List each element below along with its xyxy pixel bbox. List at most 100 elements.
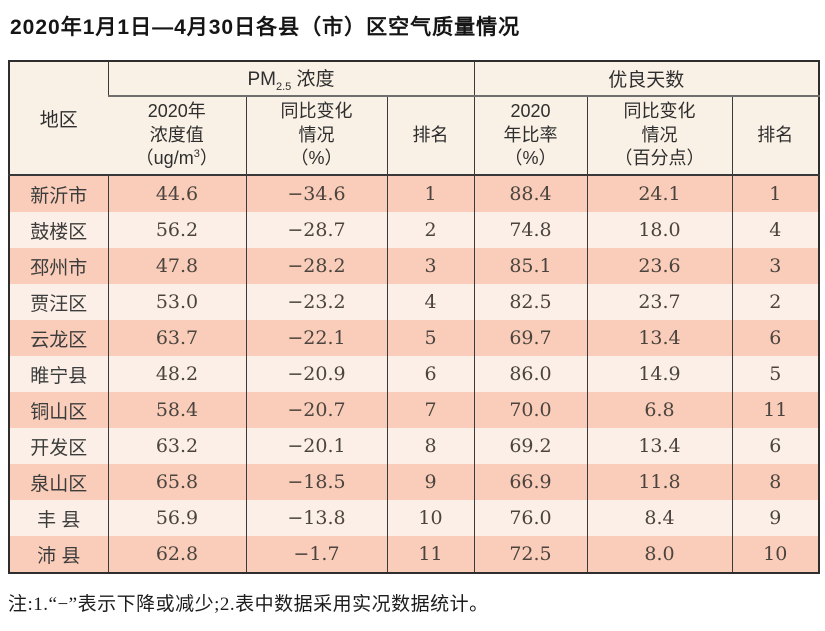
pm-rank-cell: 5 [386,320,474,356]
unit-superscript: 3 [193,148,200,161]
pm-value-cell: 44.6 [107,175,246,212]
good-change-header-line1: 同比变化 [623,101,696,122]
good-rank-cell: 3 [731,248,820,284]
pm-rank-cell: 1 [386,175,474,212]
good-rate-cell: 76.0 [473,500,587,536]
pm-value-cell: 48.2 [107,356,246,392]
good-rate-cell: 70.0 [473,392,587,428]
good-rate-cell: 72.5 [473,536,587,573]
pm-value-cell: 63.2 [107,428,246,464]
pm-change-cell: −1.7 [245,536,387,573]
good-rate-header-line3: （%） [504,148,557,169]
region-cell: 丰 县 [37,509,81,531]
region-cell: 鼓楼区 [30,221,88,243]
table-row: 睢宁县 48.2 −20.9 6 86.0 14.9 5 [9,356,820,392]
pm-value-header-line2: 浓度值 [149,124,204,145]
column-group-pm25: PM2.5 浓度 [107,61,474,97]
column-header-pm-change: 同比变化 情况 （%） [245,96,387,176]
pm-change-cell: −20.1 [245,428,387,464]
table-row: 云龙区 63.7 −22.1 5 69.7 13.4 6 [9,320,820,356]
good-rate-cell: 74.8 [473,212,587,248]
pm-value-cell: 65.8 [107,464,246,500]
pm-rank-cell: 3 [386,248,474,284]
table-body: 新沂市 44.6 −34.6 1 88.4 24.1 1 鼓楼区 56.2 −2… [9,175,820,573]
good-rank-cell: 6 [731,428,820,464]
column-header-region: 地区 [9,61,108,176]
column-header-pm-rank: 排名 [386,96,474,176]
pm-change-header-line1: 同比变化 [280,101,353,122]
good-change-cell: 8.4 [586,500,732,536]
column-header-pm-value: 2020年 浓度值 （ug/m3） [108,96,246,176]
page-title: 2020年1月1日—4月30日各县（市）区空气质量情况 [10,16,521,39]
good-change-cell: 24.1 [586,175,732,212]
pm25-label-subscript: 2.5 [275,80,292,93]
table-row: 贾汪区 53.0 −23.2 4 82.5 23.7 2 [9,284,820,320]
good-change-cell: 13.4 [586,320,732,356]
region-cell: 泉山区 [30,473,88,495]
table-row: 丰 县 56.9 −13.8 10 76.0 8.4 9 [9,500,820,536]
region-cell: 新沂市 [30,185,88,207]
table-header: 地区 PM2.5 浓度 优良天数 2020年 浓度值 （ug/m3） 同比变化 … [9,61,820,176]
good-rank-cell: 4 [731,212,820,248]
pm-change-cell: −28.2 [245,248,387,284]
good-rate-cell: 86.0 [473,356,587,392]
good-rank-cell: 8 [731,464,820,500]
good-rank-cell: 11 [731,392,820,428]
good-rank-cell: 2 [731,284,820,320]
good-rate-header-line2: 年比率 [503,124,558,145]
good-rank-cell: 9 [731,500,820,536]
pm25-label-suffix: 浓度 [291,69,335,91]
good-rank-cell: 5 [731,356,820,392]
good-change-cell: 11.8 [586,464,732,500]
pm-change-cell: −23.2 [245,284,387,320]
pm-value-cell: 63.7 [107,320,246,356]
good-change-cell: 8.0 [586,536,732,573]
pm-value-cell: 58.4 [107,392,246,428]
footnote: 注:1.“−”表示下降或减少;2.表中数据采用实况数据统计。 [8,594,489,615]
pm-rank-cell: 4 [386,284,474,320]
group-header-row: 地区 PM2.5 浓度 优良天数 [9,61,820,176]
good-change-cell: 23.7 [586,284,732,320]
good-rank-cell: 1 [731,175,820,212]
pm-value-cell: 47.8 [107,248,246,284]
pm-value-cell: 62.8 [107,536,246,573]
good-rank-cell: 6 [731,320,820,356]
pm-change-cell: −22.1 [245,320,387,356]
table-row: 开发区 63.2 −20.1 8 69.2 13.4 6 [9,428,820,464]
unit-prefix: （ug/m [135,148,194,169]
pm-change-cell: −20.9 [245,356,387,392]
pm-change-cell: −13.8 [245,500,387,536]
pm-change-cell: −28.7 [245,212,387,248]
pm-rank-cell: 11 [386,536,474,573]
good-rank-cell: 10 [731,536,820,573]
region-cell: 沛 县 [37,545,81,567]
good-rate-cell: 88.4 [473,175,587,212]
column-group-good-days: 优良天数 [473,61,820,97]
pm-value-header-line1: 2020年 [147,101,206,122]
region-cell: 邳州市 [30,257,88,279]
column-header-good-change: 同比变化 情况 （百分点） [586,96,732,176]
air-quality-table: 地区 PM2.5 浓度 优良天数 2020年 浓度值 （ug/m3） 同比变化 … [8,60,821,574]
pm-rank-cell: 2 [386,212,474,248]
region-cell: 开发区 [30,437,88,459]
region-cell: 铜山区 [30,401,88,423]
unit-suffix: ） [199,148,218,169]
pm-value-header-unit: （ug/m3） [108,147,246,170]
pm-change-header-line2: 情况 [298,124,335,145]
column-header-good-rank: 排名 [731,96,820,176]
pm-rank-cell: 9 [386,464,474,500]
table-row: 铜山区 58.4 −20.7 7 70.0 6.8 11 [9,392,820,428]
good-change-cell: 6.8 [586,392,732,428]
pm-value-cell: 53.0 [107,284,246,320]
pm25-label-prefix: PM [247,69,276,91]
table-row: 鼓楼区 56.2 −28.7 2 74.8 18.0 4 [9,212,820,248]
good-rate-cell: 66.9 [473,464,587,500]
good-rate-cell: 69.7 [473,320,587,356]
good-rate-cell: 69.2 [473,428,587,464]
column-header-good-rate: 2020 年比率 （%） [473,96,587,176]
good-change-cell: 14.9 [586,356,732,392]
pm-value-cell: 56.9 [107,500,246,536]
region-cell: 睢宁县 [30,365,88,387]
pm-rank-cell: 8 [386,428,474,464]
table-row: 泉山区 65.8 −18.5 9 66.9 11.8 8 [9,464,820,500]
